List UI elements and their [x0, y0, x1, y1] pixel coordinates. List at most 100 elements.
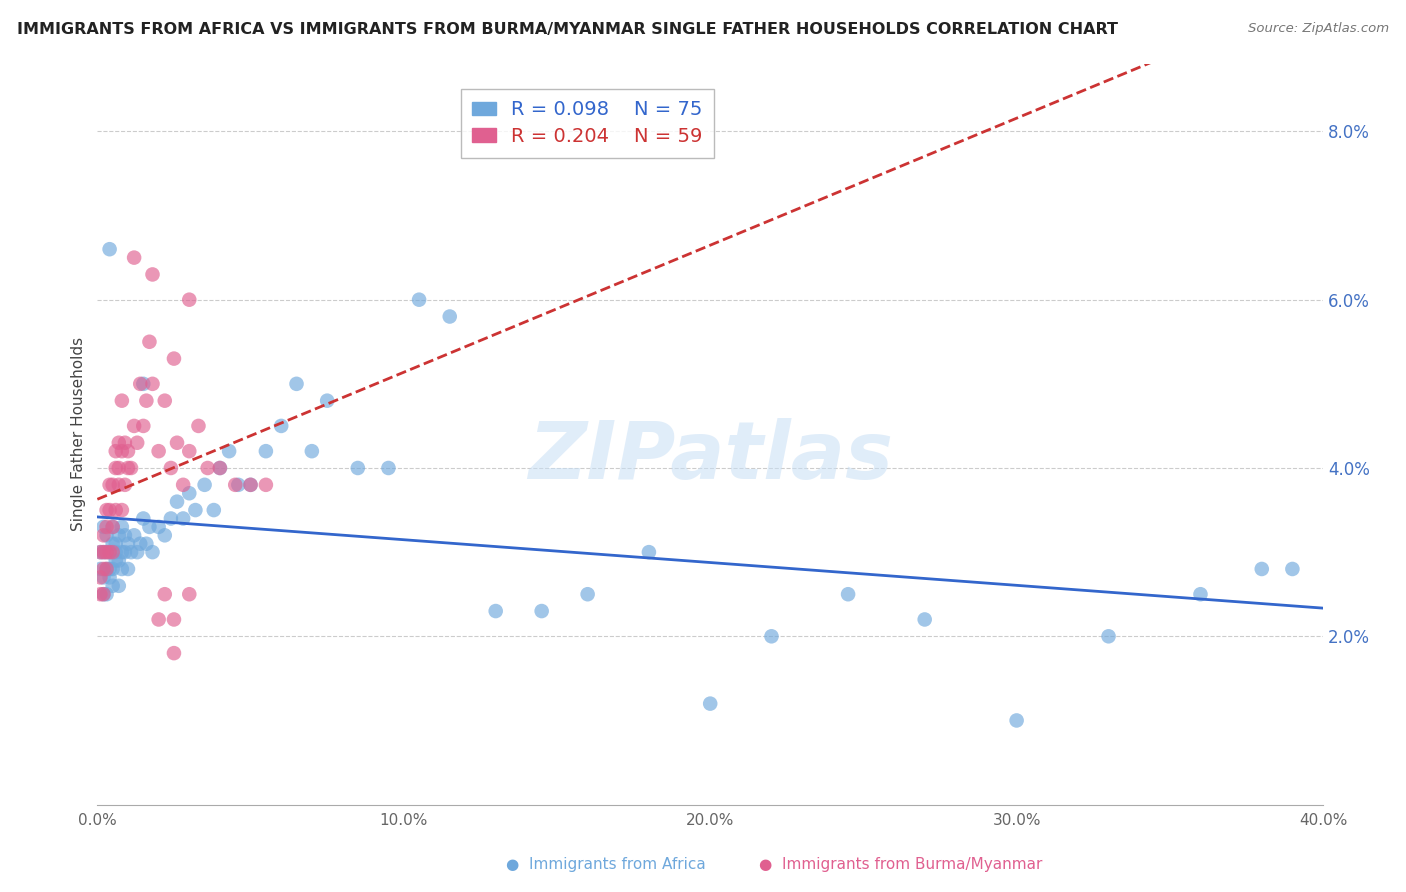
- Legend: R = 0.098    N = 75, R = 0.204    N = 59: R = 0.098 N = 75, R = 0.204 N = 59: [461, 88, 714, 158]
- Point: [93, 587, 115, 601]
- Point: [224, 478, 246, 492]
- Point: [127, 435, 149, 450]
- Point: [160, 461, 183, 475]
- Point: [141, 376, 163, 391]
- Point: [179, 587, 201, 601]
- Point: [101, 520, 124, 534]
- Point: [172, 478, 194, 492]
- Point: [98, 545, 121, 559]
- Point: [111, 545, 134, 559]
- Point: [96, 562, 118, 576]
- Point: [89, 545, 111, 559]
- Point: [254, 444, 277, 458]
- Point: [202, 503, 225, 517]
- Point: [194, 478, 217, 492]
- Point: [120, 545, 142, 559]
- Text: ●  Immigrants from Africa: ● Immigrants from Africa: [506, 857, 706, 872]
- Point: [184, 503, 207, 517]
- Point: [107, 528, 129, 542]
- Point: [166, 494, 188, 508]
- Point: [93, 587, 115, 601]
- Point: [111, 503, 134, 517]
- Point: [160, 511, 183, 525]
- Point: [104, 503, 127, 517]
- Point: [1005, 714, 1028, 728]
- Point: [111, 562, 134, 576]
- Point: [101, 537, 124, 551]
- Point: [153, 393, 176, 408]
- Point: [239, 478, 262, 492]
- Point: [98, 545, 121, 559]
- Point: [93, 562, 115, 576]
- Point: [132, 376, 155, 391]
- Point: [163, 646, 186, 660]
- Point: [111, 520, 134, 534]
- Point: [163, 612, 186, 626]
- Point: [120, 461, 142, 475]
- Point: [122, 251, 145, 265]
- Point: [530, 604, 553, 618]
- Point: [117, 537, 139, 551]
- Point: [316, 393, 339, 408]
- Point: [117, 444, 139, 458]
- Point: [111, 393, 134, 408]
- Point: [138, 334, 160, 349]
- Point: [101, 579, 124, 593]
- Point: [408, 293, 430, 307]
- Point: [93, 520, 115, 534]
- Point: [179, 486, 201, 500]
- Point: [98, 503, 121, 517]
- Point: [101, 562, 124, 576]
- Point: [114, 435, 136, 450]
- Point: [122, 418, 145, 433]
- Point: [93, 570, 115, 584]
- Point: [153, 587, 176, 601]
- Point: [93, 545, 115, 559]
- Point: [98, 478, 121, 492]
- Point: [89, 570, 111, 584]
- Point: [1250, 562, 1272, 576]
- Point: [129, 537, 152, 551]
- Point: [138, 520, 160, 534]
- Point: [98, 570, 121, 584]
- Point: [576, 587, 599, 601]
- Point: [163, 351, 186, 366]
- Point: [98, 562, 121, 576]
- Point: [96, 562, 118, 576]
- Point: [638, 545, 661, 559]
- Point: [129, 376, 152, 391]
- Text: ●  Immigrants from Burma/Myanmar: ● Immigrants from Burma/Myanmar: [759, 857, 1043, 872]
- Point: [101, 545, 124, 559]
- Point: [89, 545, 111, 559]
- Point: [208, 461, 231, 475]
- Point: [117, 562, 139, 576]
- Point: [93, 528, 115, 542]
- Point: [107, 435, 129, 450]
- Point: [141, 545, 163, 559]
- Point: [166, 435, 188, 450]
- Point: [1189, 587, 1212, 601]
- Point: [111, 444, 134, 458]
- Point: [107, 461, 129, 475]
- Point: [96, 520, 118, 534]
- Point: [96, 545, 118, 559]
- Point: [104, 461, 127, 475]
- Point: [761, 629, 783, 643]
- Point: [1281, 562, 1303, 576]
- Point: [377, 461, 399, 475]
- Point: [153, 528, 176, 542]
- Point: [179, 444, 201, 458]
- Text: Source: ZipAtlas.com: Source: ZipAtlas.com: [1249, 22, 1389, 36]
- Point: [104, 545, 127, 559]
- Point: [187, 418, 209, 433]
- Point: [148, 444, 170, 458]
- Point: [699, 697, 721, 711]
- Point: [93, 545, 115, 559]
- Point: [96, 587, 118, 601]
- Point: [254, 478, 277, 492]
- Point: [132, 511, 155, 525]
- Point: [208, 461, 231, 475]
- Point: [98, 242, 121, 256]
- Point: [1097, 629, 1119, 643]
- Point: [104, 537, 127, 551]
